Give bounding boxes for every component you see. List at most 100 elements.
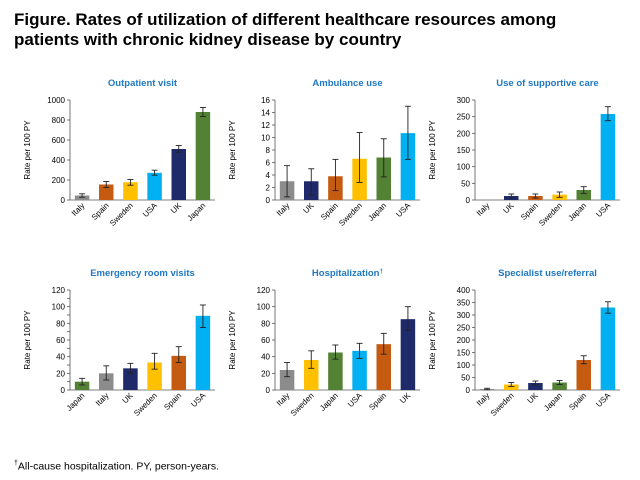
emergency-room-visits-bar-italy [99, 373, 114, 390]
emergency-room-visits-bar-japan [74, 381, 90, 390]
hospitalization-category-italy: Italy [275, 391, 292, 408]
specialist-use-referral-ytick-label: 50 [461, 374, 470, 383]
hospitalization-bar-japan [328, 352, 343, 390]
use-of-supportive-care-category-sweden: Sweden [537, 201, 564, 228]
hospitalization-ylabel: Rate per 100 PY [228, 310, 237, 370]
ambulance-use-ytick-label: 8 [266, 146, 271, 155]
outpatient-visit-bar-spain [99, 184, 114, 200]
use-of-supportive-care-ytick-label: 200 [457, 129, 471, 138]
emergency-room-visits-category-spain: Spain [162, 391, 183, 412]
use-of-supportive-care-ytick-label: 100 [457, 163, 471, 172]
specialist-use-referral-ytick-label: 350 [457, 299, 471, 308]
ambulance-use-category-spain: Spain [319, 201, 340, 222]
use-of-supportive-care-ytick-label: 50 [461, 179, 470, 188]
emergency-room-visits-title: Emergency room visits [90, 268, 195, 279]
ambulance-use-category-usa: USA [394, 201, 412, 219]
emergency-room-visits-bar-usa [195, 315, 211, 390]
emergency-room-visits-bar-spain [171, 355, 186, 390]
emergency-room-visits-ytick-label: 60 [56, 336, 65, 345]
ambulance-use-title: Ambulance use [312, 78, 382, 89]
ambulance-use-ytick-label: 4 [266, 171, 271, 180]
emergency-room-visits-ylabel: Rate per 100 PY [23, 310, 32, 370]
hospitalization-ytick-label: 60 [261, 336, 270, 345]
outpatient-visit-category-uk: UK [169, 201, 184, 216]
specialist-use-referral-ytick-label: 250 [457, 324, 471, 333]
emergency-room-visits-ytick-label: 120 [52, 286, 66, 295]
use-of-supportive-care-ytick-label: 0 [466, 196, 471, 205]
use-of-supportive-care-ytick-label: 150 [457, 146, 471, 155]
ambulance-use-ytick-label: 16 [261, 96, 270, 105]
hospitalization-category-uk: UK [398, 391, 413, 406]
use-of-supportive-care-category-usa: USA [594, 201, 612, 219]
hospitalization-title-marker: † [379, 268, 383, 275]
outpatient-visit-title: Outpatient visit [108, 78, 178, 89]
emergency-room-visits-category-italy: Italy [94, 391, 111, 408]
use-of-supportive-care-category-italy: Italy [475, 201, 492, 218]
specialist-use-referral-ytick-label: 0 [466, 386, 471, 395]
emergency-room-visits-bar-uk [123, 368, 138, 390]
hospitalization-bar-uk [400, 319, 416, 390]
hospitalization-category-spain: Spain [367, 391, 388, 412]
panel-ambulance-use: Ambulance use Rate per 100 PY 0 2 4 6 8 10 12 14 1… [225, 72, 425, 242]
ambulance-use-bar-usa [400, 133, 416, 200]
panel-emergency-room: Emergency room visits Rate per 100 PY 0 20 4… [20, 262, 220, 432]
ambulance-use-category-uk: UK [301, 201, 316, 216]
chart-outpatient-visit: Outpatient visit Rate per 100 PY 0 200 400 60… [23, 78, 215, 228]
outpatient-visit-bar-usa [147, 172, 162, 200]
emergency-room-visits-category-sweden: Sweden [132, 391, 159, 418]
chart-ambulance-use: Ambulance use Rate per 100 PY 0 2 4 6 8 10 12 14 1… [228, 78, 420, 228]
hospitalization-ytick-label: 80 [261, 319, 270, 328]
hospitalization-title: Hospitalization† [312, 268, 384, 280]
specialist-use-referral-ytick-label: 200 [457, 336, 471, 345]
outpatient-visit-ytick-label: 400 [52, 156, 66, 165]
outpatient-visit-category-italy: Italy [70, 201, 87, 218]
ambulance-use-ytick-label: 2 [266, 184, 271, 193]
figure-title: Figure. Rates of utilization of differen… [14, 10, 557, 49]
hospitalization-bar-sweden [304, 360, 319, 390]
emergency-room-visits-ytick-label: 80 [56, 319, 65, 328]
specialist-use-referral-bar-usa [600, 307, 616, 390]
outpatient-visit-category-spain: Spain [90, 201, 111, 222]
emergency-room-visits-ytick-label: 20 [56, 369, 65, 378]
chart-supportive-care: Use of supportive care Rate per 100 PY 0 50… [428, 78, 620, 228]
panel-outpatient-visit: Outpatient visit Rate per 100 PY 0 200 400 60… [20, 72, 220, 242]
specialist-use-referral-ytick-label: 150 [457, 349, 471, 358]
chart-hospitalization: Hospitalization† Rate per 100 PY 0 20 40 60 80… [228, 268, 420, 418]
emergency-room-visits-ytick-label: 100 [52, 303, 66, 312]
specialist-use-referral-bar-japan [552, 382, 567, 390]
footnote-text: All-cause hospitalization. PY, person-ye… [17, 460, 220, 473]
use-of-supportive-care-category-spain: Spain [519, 201, 540, 222]
ambulance-use-ytick-label: 14 [261, 109, 270, 118]
specialist-use-referral-bar-spain [576, 360, 591, 390]
emergency-room-visits-category-usa: USA [189, 391, 207, 409]
use-of-supportive-care-ytick-label: 300 [457, 96, 471, 105]
outpatient-visit-ytick-label: 1000 [47, 96, 65, 105]
use-of-supportive-care-category-japan: Japan [566, 201, 588, 223]
ambulance-use-category-italy: Italy [275, 201, 292, 218]
specialist-use-referral-category-sweden: Sweden [489, 391, 516, 418]
specialist-use-referral-category-italy: Italy [475, 391, 492, 408]
outpatient-visit-bar-uk [171, 149, 186, 200]
outpatient-visit-ylabel: Rate per 100 PY [23, 120, 32, 180]
hospitalization-ytick-label: 0 [266, 386, 271, 395]
hospitalization-ytick-label: 20 [261, 369, 270, 378]
outpatient-visit-category-usa: USA [141, 201, 159, 219]
use-of-supportive-care-ylabel: Rate per 100 PY [428, 120, 437, 180]
hospitalization-category-usa: USA [346, 391, 364, 409]
ambulance-use-category-sweden: Sweden [337, 201, 364, 228]
outpatient-visit-ytick-label: 0 [61, 196, 66, 205]
emergency-room-visits-bar-sweden [147, 362, 162, 390]
specialist-use-referral-category-uk: UK [526, 391, 541, 406]
emergency-room-visits-ytick-label: 0 [61, 386, 66, 395]
use-of-supportive-care-bar-japan [576, 190, 591, 200]
specialist-use-referral-category-spain: Spain [567, 391, 588, 412]
panel-supportive-care: Use of supportive care Rate per 100 PY 0 50… [425, 72, 625, 242]
outpatient-visit-bar-japan [195, 112, 211, 200]
ambulance-use-ytick-label: 12 [261, 121, 270, 130]
use-of-supportive-care-title: Use of supportive care [496, 78, 598, 89]
specialist-use-referral-bar-uk [528, 383, 543, 390]
chart-emergency-room: Emergency room visits Rate per 100 PY 0 20 4… [23, 268, 215, 418]
specialist-use-referral-category-usa: USA [594, 391, 612, 409]
outpatient-visit-ytick-label: 600 [52, 136, 66, 145]
specialist-use-referral-title: Specialist use/referral [498, 268, 597, 279]
